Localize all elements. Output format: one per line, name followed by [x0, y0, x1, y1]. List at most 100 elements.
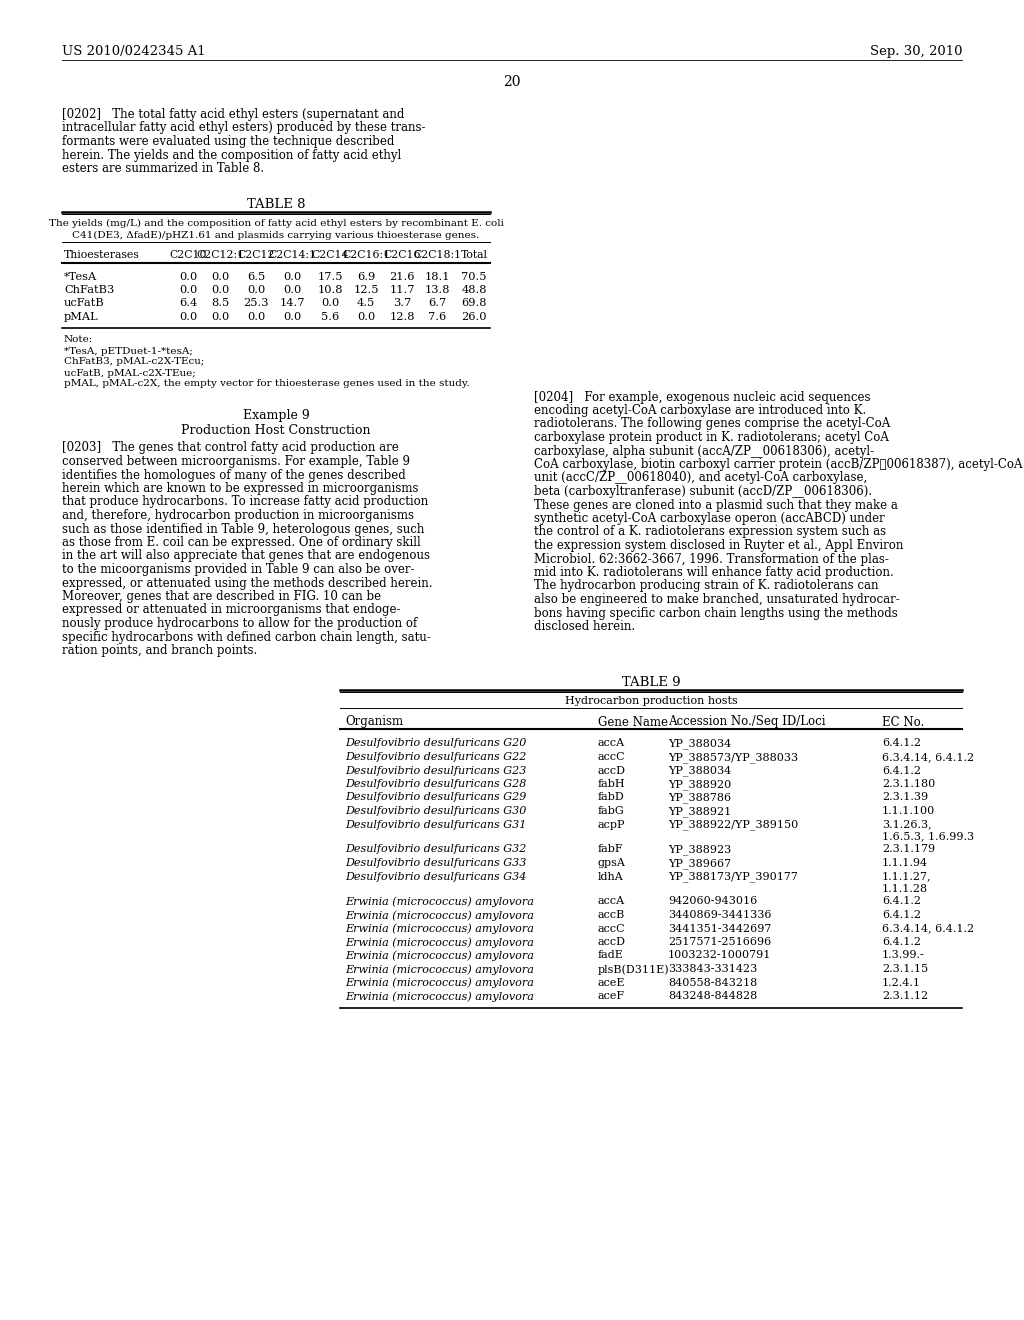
Text: 6.7: 6.7: [428, 298, 446, 309]
Text: 1.1.1.27,: 1.1.1.27,: [882, 871, 932, 882]
Text: Desulfovibrio desulfuricans G29: Desulfovibrio desulfuricans G29: [345, 792, 526, 803]
Text: ChFatB3, pMAL-c2X-TEcu;: ChFatB3, pMAL-c2X-TEcu;: [63, 358, 205, 367]
Text: the expression system disclosed in Ruyter et al., Appl Environ: the expression system disclosed in Ruyte…: [534, 539, 903, 552]
Text: 0.0: 0.0: [283, 272, 301, 281]
Text: YP_388034: YP_388034: [668, 738, 731, 750]
Text: Desulfovibrio desulfuricans G32: Desulfovibrio desulfuricans G32: [345, 845, 526, 854]
Text: accA: accA: [598, 896, 625, 907]
Text: Gene Name: Gene Name: [598, 715, 668, 729]
Text: Desulfovibrio desulfuricans G20: Desulfovibrio desulfuricans G20: [345, 738, 526, 748]
Text: esters are summarized in Table 8.: esters are summarized in Table 8.: [62, 162, 264, 176]
Text: beta (carboxyltranferase) subunit (accD/ZP__00618306).: beta (carboxyltranferase) subunit (accD/…: [534, 484, 872, 498]
Text: herein. The yields and the composition of fatty acid ethyl: herein. The yields and the composition o…: [62, 149, 401, 161]
Text: Erwinia (micrococcus) amylovora: Erwinia (micrococcus) amylovora: [345, 964, 534, 974]
Text: plsB(D311E): plsB(D311E): [598, 964, 670, 974]
Text: C2C16: C2C16: [383, 249, 421, 260]
Text: 70.5: 70.5: [461, 272, 486, 281]
Text: mid into K. radiotolerans will enhance fatty acid production.: mid into K. radiotolerans will enhance f…: [534, 566, 894, 579]
Text: 12.8: 12.8: [389, 312, 415, 322]
Text: YP_388173/YP_390177: YP_388173/YP_390177: [668, 871, 798, 882]
Text: 3.7: 3.7: [393, 298, 411, 309]
Text: Example 9: Example 9: [243, 408, 309, 421]
Text: YP_388921: YP_388921: [668, 807, 731, 817]
Text: 2.3.1.179: 2.3.1.179: [882, 845, 935, 854]
Text: TABLE 9: TABLE 9: [622, 676, 680, 689]
Text: The hydrocarbon producing strain of K. radiotolerans can: The hydrocarbon producing strain of K. r…: [534, 579, 879, 593]
Text: formants were evaluated using the technique described: formants were evaluated using the techni…: [62, 135, 394, 148]
Text: expressed or attenuated in microorganisms that endoge-: expressed or attenuated in microorganism…: [62, 603, 400, 616]
Text: expressed, or attenuated using the methods described herein.: expressed, or attenuated using the metho…: [62, 577, 432, 590]
Text: 0.0: 0.0: [357, 312, 375, 322]
Text: as those from E. coil can be expressed. One of ordinary skill: as those from E. coil can be expressed. …: [62, 536, 421, 549]
Text: 26.0: 26.0: [461, 312, 486, 322]
Text: 0.0: 0.0: [283, 312, 301, 322]
Text: ChFatB3: ChFatB3: [63, 285, 115, 294]
Text: C2C12: C2C12: [238, 249, 274, 260]
Text: ldhA: ldhA: [598, 871, 624, 882]
Text: accB: accB: [598, 909, 626, 920]
Text: ucFatB, pMAL-c2X-TEue;: ucFatB, pMAL-c2X-TEue;: [63, 368, 196, 378]
Text: in the art will also appreciate that genes that are endogenous: in the art will also appreciate that gen…: [62, 549, 430, 562]
Text: Erwinia (micrococcus) amylovora: Erwinia (micrococcus) amylovora: [345, 950, 534, 961]
Text: 0.0: 0.0: [179, 312, 198, 322]
Text: accD: accD: [598, 766, 626, 776]
Text: 843248-844828: 843248-844828: [668, 991, 758, 1001]
Text: conserved between microorganisms. For example, Table 9: conserved between microorganisms. For ex…: [62, 455, 410, 469]
Text: 0.0: 0.0: [247, 285, 265, 294]
Text: 5.6: 5.6: [321, 312, 339, 322]
Text: 0.0: 0.0: [211, 312, 229, 322]
Text: 1.1.1.28: 1.1.1.28: [882, 883, 928, 894]
Text: 25.3: 25.3: [244, 298, 268, 309]
Text: YP_388034: YP_388034: [668, 766, 731, 776]
Text: [0203]   The genes that control fatty acid production are: [0203] The genes that control fatty acid…: [62, 441, 398, 454]
Text: TABLE 8: TABLE 8: [247, 198, 305, 210]
Text: ucFatB: ucFatB: [63, 298, 104, 309]
Text: Desulfovibrio desulfuricans G23: Desulfovibrio desulfuricans G23: [345, 766, 526, 776]
Text: These genes are cloned into a plasmid such that they make a: These genes are cloned into a plasmid su…: [534, 499, 898, 511]
Text: 12.5: 12.5: [353, 285, 379, 294]
Text: 2.3.1.39: 2.3.1.39: [882, 792, 928, 803]
Text: 11.7: 11.7: [389, 285, 415, 294]
Text: 6.9: 6.9: [357, 272, 375, 281]
Text: 1.3.99.-: 1.3.99.-: [882, 950, 925, 961]
Text: 333843-331423: 333843-331423: [668, 964, 758, 974]
Text: 6.4.1.2: 6.4.1.2: [882, 909, 921, 920]
Text: fabF: fabF: [598, 845, 624, 854]
Text: Desulfovibrio desulfuricans G28: Desulfovibrio desulfuricans G28: [345, 779, 526, 789]
Text: fabH: fabH: [598, 779, 626, 789]
Text: 6.4.1.2: 6.4.1.2: [882, 896, 921, 907]
Text: and, therefore, hydrocarbon production in microorganisms: and, therefore, hydrocarbon production i…: [62, 510, 414, 521]
Text: Production Host Construction: Production Host Construction: [181, 424, 371, 437]
Text: 6.3.4.14, 6.4.1.2: 6.3.4.14, 6.4.1.2: [882, 752, 974, 762]
Text: 0.0: 0.0: [211, 285, 229, 294]
Text: accC: accC: [598, 924, 626, 933]
Text: Erwinia (micrococcus) amylovora: Erwinia (micrococcus) amylovora: [345, 909, 534, 920]
Text: Desulfovibrio desulfuricans G31: Desulfovibrio desulfuricans G31: [345, 820, 526, 829]
Text: 48.8: 48.8: [461, 285, 486, 294]
Text: that produce hydrocarbons. To increase fatty acid production: that produce hydrocarbons. To increase f…: [62, 495, 428, 508]
Text: 0.0: 0.0: [283, 285, 301, 294]
Text: Hydrocarbon production hosts: Hydrocarbon production hosts: [564, 697, 737, 706]
Text: 2517571-2516696: 2517571-2516696: [668, 937, 771, 946]
Text: accC: accC: [598, 752, 626, 762]
Text: bons having specific carbon chain lengths using the methods: bons having specific carbon chain length…: [534, 606, 898, 619]
Text: 2.3.1.180: 2.3.1.180: [882, 779, 935, 789]
Text: specific hydrocarbons with defined carbon chain length, satu-: specific hydrocarbons with defined carbo…: [62, 631, 431, 644]
Text: Thioesterases: Thioesterases: [63, 249, 139, 260]
Text: Desulfovibrio desulfuricans G33: Desulfovibrio desulfuricans G33: [345, 858, 526, 869]
Text: [0202]   The total fatty acid ethyl esters (supernatant and: [0202] The total fatty acid ethyl esters…: [62, 108, 404, 121]
Text: C2C18:1: C2C18:1: [413, 249, 461, 260]
Text: encoding acetyl-CoA carboxylase are introduced into K.: encoding acetyl-CoA carboxylase are intr…: [534, 404, 866, 417]
Text: accD: accD: [598, 937, 626, 946]
Text: Erwinia (micrococcus) amylovora: Erwinia (micrococcus) amylovora: [345, 924, 534, 935]
Text: US 2010/0242345 A1: US 2010/0242345 A1: [62, 45, 206, 58]
Text: Erwinia (micrococcus) amylovora: Erwinia (micrococcus) amylovora: [345, 937, 534, 948]
Text: to the micoorganisms provided in Table 9 can also be over-: to the micoorganisms provided in Table 9…: [62, 564, 415, 576]
Text: 17.5: 17.5: [317, 272, 343, 281]
Text: aceE: aceE: [598, 978, 626, 987]
Text: 0.0: 0.0: [179, 272, 198, 281]
Text: carboxylase, alpha subunit (accA/ZP__00618306), acetyl-: carboxylase, alpha subunit (accA/ZP__006…: [534, 445, 874, 458]
Text: 8.5: 8.5: [211, 298, 229, 309]
Text: aceF: aceF: [598, 991, 625, 1001]
Text: [0204]   For example, exogenous nucleic acid sequences: [0204] For example, exogenous nucleic ac…: [534, 391, 870, 404]
